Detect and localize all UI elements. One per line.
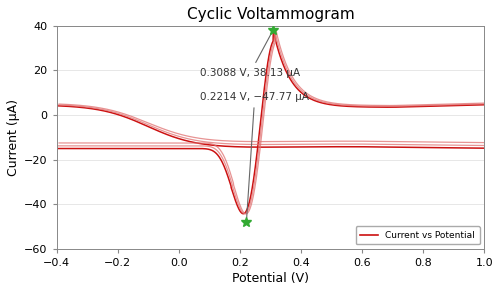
Legend: Current vs Potential: Current vs Potential (356, 226, 480, 244)
Text: 0.3088 V, 38.13 μA: 0.3088 V, 38.13 μA (200, 32, 300, 78)
Title: Cyclic Voltammogram: Cyclic Voltammogram (186, 7, 354, 22)
Y-axis label: Current (μA): Current (μA) (7, 99, 20, 176)
Text: 0.2214 V, −47.77 μA: 0.2214 V, −47.77 μA (200, 92, 309, 219)
X-axis label: Potential (V): Potential (V) (232, 272, 309, 285)
